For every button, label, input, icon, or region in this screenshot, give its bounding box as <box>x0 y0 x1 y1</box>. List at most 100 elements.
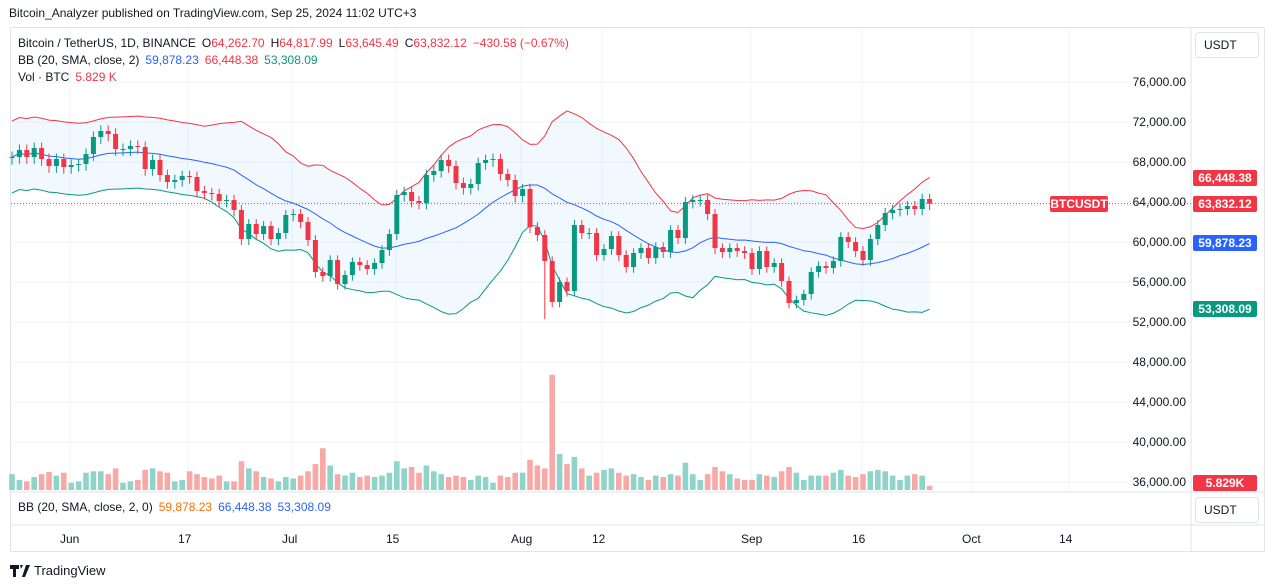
candle-body <box>39 148 45 159</box>
volume-bar <box>98 471 104 490</box>
candle-body <box>660 247 666 252</box>
candle-body <box>468 184 474 188</box>
volume-bar <box>342 475 348 490</box>
volume-bar <box>260 477 267 490</box>
candle-body <box>83 154 89 164</box>
volume-bar <box>61 472 67 490</box>
volume-bar <box>756 474 763 490</box>
candle-body <box>608 236 614 249</box>
currency-button[interactable]: USDT <box>1195 32 1259 58</box>
volume-bar <box>164 472 171 490</box>
bb-label[interactable]: BB (20, SMA, close, 2) <box>18 53 140 67</box>
candle-body <box>853 242 859 251</box>
candle-body <box>342 275 348 284</box>
candle-body <box>401 192 407 195</box>
volume-bar <box>660 477 666 490</box>
volume-bar <box>897 479 903 490</box>
close-value: 63,832.12 <box>413 36 467 50</box>
candle-body <box>697 200 703 201</box>
candle-body <box>534 227 540 235</box>
candle-body <box>364 265 370 269</box>
candle-body <box>586 233 592 234</box>
high-value: 64,817.99 <box>279 36 333 50</box>
time-tick: 15 <box>386 532 400 546</box>
volume-bar <box>904 475 911 490</box>
candle-body <box>261 226 267 234</box>
price-tick: 68,000.00 <box>1132 155 1186 169</box>
volume-bar <box>519 472 526 490</box>
candle-body <box>638 248 644 253</box>
candle-body <box>238 210 244 239</box>
candle-body <box>594 233 600 255</box>
volume-bar <box>408 466 415 490</box>
volume-bar <box>120 482 126 490</box>
candle-body <box>579 225 585 233</box>
candle-body <box>61 159 67 167</box>
candle-body <box>409 192 415 201</box>
candle-body <box>446 160 452 166</box>
low-value: 63,645.49 <box>345 36 399 50</box>
candle-body <box>275 233 281 239</box>
volume-bar <box>682 462 689 490</box>
volume-bar <box>283 477 289 490</box>
volume-bar <box>749 479 755 490</box>
candle-body <box>394 195 400 234</box>
volume-bar <box>223 481 230 490</box>
volume-bar <box>638 477 644 490</box>
candle-body <box>305 222 311 240</box>
candle-body <box>105 131 111 134</box>
tradingview-logo[interactable]: TradingView <box>10 563 106 578</box>
time-tick: Sep <box>741 532 763 546</box>
tradingview-logo-icon <box>10 564 30 577</box>
volume-bar <box>231 481 237 490</box>
volume-bar <box>771 477 777 490</box>
volume-bar <box>645 479 652 490</box>
candle-body <box>557 282 563 302</box>
candle-body <box>867 239 873 260</box>
volume-bar <box>882 471 888 490</box>
symbol-name[interactable]: Bitcoin / TetherUS, 1D, BINANCE <box>18 36 196 50</box>
volume-bar <box>172 481 178 490</box>
pane2-currency-button[interactable]: USDT <box>1195 497 1259 523</box>
candle-body <box>719 248 725 252</box>
volume-bar <box>216 475 222 490</box>
candle-body <box>675 230 681 238</box>
price-tick: 52,000.00 <box>1132 315 1186 329</box>
time-tick: 12 <box>592 532 606 546</box>
volume-bar <box>24 481 30 490</box>
volume-bar <box>290 478 296 490</box>
candle-body <box>882 213 888 225</box>
candle-body <box>283 215 289 233</box>
bb-lower-value: 53,308.09 <box>264 53 318 67</box>
volume-bar <box>542 468 548 490</box>
candle-body <box>253 224 259 234</box>
candle-body <box>113 134 119 149</box>
volume-bar <box>579 468 585 490</box>
bb-lower-line <box>11 187 930 316</box>
candle-body <box>520 189 526 196</box>
candle-body <box>875 225 881 239</box>
candle-body <box>904 206 910 209</box>
volume-bar <box>690 474 696 490</box>
volume-bar <box>475 475 481 490</box>
candle-body <box>682 202 688 238</box>
volume-label[interactable]: Vol · BTC <box>18 70 70 84</box>
candle-body <box>312 240 318 272</box>
volume-value: 5.829 K <box>75 70 117 84</box>
volume-bar <box>786 466 792 490</box>
volume-bar <box>68 482 74 490</box>
volume-bar <box>586 475 592 490</box>
candle-body <box>890 210 896 213</box>
volume-bar <box>919 475 925 490</box>
candle-body <box>490 159 496 160</box>
volume-bar <box>630 474 637 490</box>
volume-bar <box>53 475 60 490</box>
candle-body <box>76 164 82 165</box>
bb-pane-legend: BB (20, SMA, close, 2, 0) 59,878.23 66,448… <box>18 500 331 514</box>
volume-bar <box>209 478 215 490</box>
candle-body <box>372 263 378 269</box>
bb-upper-line <box>11 110 930 229</box>
bb-fill <box>12 110 930 316</box>
volume-bar <box>445 477 452 490</box>
